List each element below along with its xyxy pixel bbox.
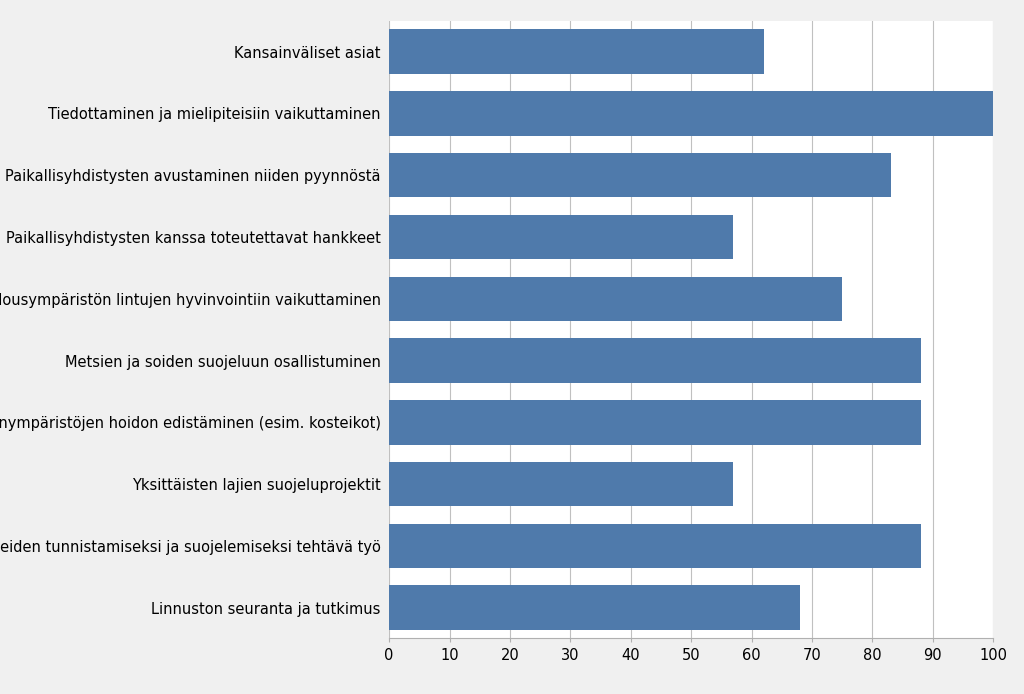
Bar xyxy=(389,400,921,445)
Bar xyxy=(389,523,921,568)
Bar xyxy=(389,91,993,136)
Bar xyxy=(389,153,891,198)
Bar xyxy=(389,585,800,630)
Bar xyxy=(389,462,733,507)
Bar xyxy=(389,276,842,321)
Bar xyxy=(389,338,921,383)
Bar xyxy=(389,29,764,74)
Bar xyxy=(389,214,733,260)
